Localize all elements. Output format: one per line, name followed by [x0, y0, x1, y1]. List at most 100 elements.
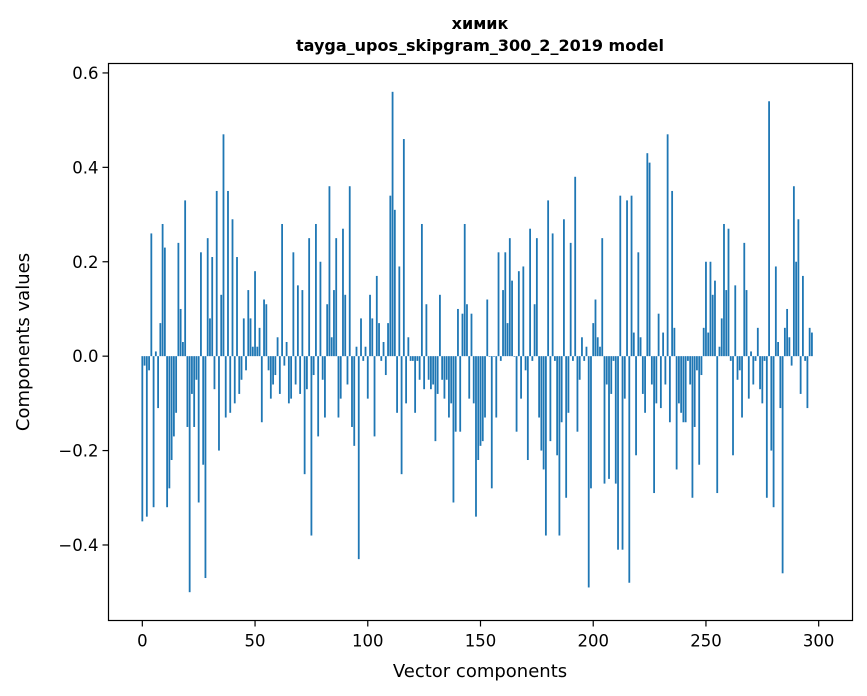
bar — [281, 223, 283, 357]
bar — [308, 238, 311, 357]
bar — [290, 356, 293, 399]
bar — [808, 327, 811, 357]
x-tick-label: 0 — [137, 632, 148, 651]
y-tick-label: 0.2 — [72, 253, 98, 272]
bar — [382, 342, 385, 357]
bar — [680, 356, 683, 413]
bar — [601, 238, 604, 357]
bar — [296, 285, 299, 357]
bar — [644, 356, 646, 413]
bar — [795, 261, 798, 357]
bar — [400, 356, 403, 475]
bar — [477, 356, 480, 461]
bar — [258, 327, 261, 357]
bar — [788, 337, 791, 357]
bar — [430, 356, 432, 390]
chart-subtitle: tayga_upos_skipgram_300_2_2019 model — [296, 36, 664, 55]
bar — [224, 356, 227, 418]
bar — [470, 313, 473, 357]
bar — [544, 356, 547, 536]
bar — [263, 299, 265, 357]
bar — [420, 223, 423, 357]
bar — [734, 285, 737, 357]
bar — [337, 356, 340, 418]
bar — [777, 342, 779, 357]
bar — [267, 356, 270, 371]
bar — [578, 356, 581, 380]
bar — [393, 209, 396, 357]
bar — [152, 356, 155, 508]
bar — [725, 290, 728, 357]
bar — [716, 356, 719, 494]
bar — [646, 153, 649, 357]
bar — [274, 356, 277, 376]
bar — [709, 261, 712, 357]
bar — [797, 219, 800, 357]
bar — [202, 356, 205, 465]
bar — [549, 356, 552, 442]
bar — [617, 356, 619, 550]
bar — [306, 356, 308, 390]
bar — [738, 356, 741, 371]
bar — [792, 186, 795, 357]
bar — [574, 176, 577, 357]
bar — [687, 356, 689, 361]
bar — [684, 356, 687, 423]
bar — [405, 356, 407, 404]
bar — [441, 356, 444, 380]
bar — [657, 313, 660, 357]
bar — [585, 346, 588, 357]
bar — [163, 247, 166, 357]
bar — [184, 200, 187, 357]
bar — [360, 318, 362, 357]
bar — [346, 356, 349, 385]
bar — [513, 356, 516, 357]
bar — [700, 356, 703, 376]
bar — [605, 356, 608, 385]
bar — [711, 294, 714, 357]
bar — [299, 356, 302, 394]
bar — [240, 356, 243, 380]
bar — [195, 356, 198, 380]
bar — [765, 356, 768, 498]
bar — [563, 219, 565, 357]
bar — [486, 299, 489, 357]
bar — [678, 356, 680, 404]
y-tick-label: −0.4 — [58, 536, 98, 555]
bar — [371, 318, 374, 357]
bar — [689, 356, 692, 385]
bar — [759, 356, 761, 390]
bar — [587, 356, 590, 588]
bar — [425, 304, 428, 357]
bar — [490, 356, 493, 489]
bar — [348, 186, 351, 357]
bar — [236, 257, 238, 357]
bar — [312, 356, 315, 376]
bar — [191, 356, 193, 394]
bar — [668, 356, 671, 423]
bar — [227, 190, 229, 357]
bar — [459, 356, 462, 432]
bar — [233, 356, 236, 404]
bar — [529, 228, 531, 357]
bar — [799, 356, 802, 394]
bar — [204, 356, 207, 579]
bar — [463, 223, 466, 357]
bar — [576, 356, 579, 432]
bar — [569, 242, 572, 357]
bar — [344, 294, 347, 357]
bar — [745, 290, 748, 357]
bar — [396, 356, 398, 413]
x-axis-label: Vector components — [393, 661, 567, 682]
bar — [779, 356, 782, 409]
bar — [141, 356, 144, 522]
bar — [610, 356, 613, 394]
bar — [497, 252, 500, 357]
bar — [468, 356, 471, 399]
bar — [583, 356, 586, 361]
bar — [439, 294, 441, 357]
bar — [378, 323, 380, 357]
bar — [504, 252, 507, 357]
x-axis-ticks: 0 50 100 150 200 250 300 — [137, 620, 834, 651]
